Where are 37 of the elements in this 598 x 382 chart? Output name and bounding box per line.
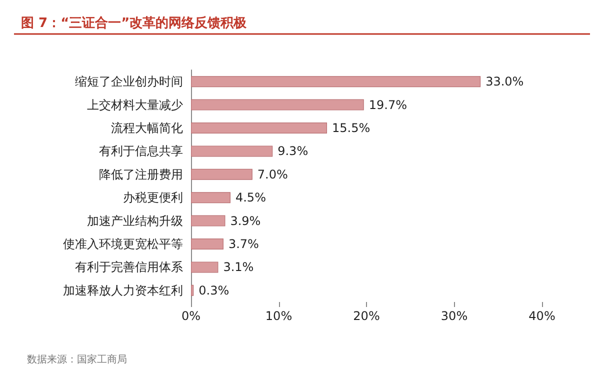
source-note: 数据来源：国家工商局 [27,354,127,366]
x-tick-label: 40% [528,309,556,323]
data-label: 0.3% [198,283,230,298]
y-tick-label: 办税更便利 [123,190,183,205]
y-tick-label: 缩短了企业创办时间 [75,74,183,89]
y-tick-label: 加速释放人力资本红利 [63,283,183,298]
y-tick-label: 上交材料大量减少 [87,98,183,112]
y-tick-label: 有利于完善信用体系 [75,260,183,274]
x-tick-label: 20% [353,309,380,323]
y-tick-label: 降低了注册费用 [99,167,183,182]
data-label: 33.0% [486,74,524,89]
y-tick-label: 有利于信息共享 [99,144,183,158]
data-label: 19.7% [368,98,407,112]
bar [191,99,364,110]
y-tick-label: 使准入环境更宽松平等 [63,237,183,251]
bar [191,284,194,296]
bar [191,215,226,226]
bar [191,238,224,250]
data-label: 3.9% [230,214,261,228]
bar [191,262,218,273]
x-tick-label: 30% [440,309,468,323]
data-label: 3.7% [228,237,259,251]
data-label: 15.5% [332,121,370,135]
data-label: 9.3% [278,144,308,158]
bar [191,76,481,88]
data-label: 3.1% [223,260,254,274]
bar [191,192,230,204]
bar [191,168,252,180]
y-tick-label: 加速产业结构升级 [87,214,183,228]
data-label: 7.0% [257,167,288,182]
x-tick-label: 10% [265,309,292,323]
chart-title: 图 7：“三证合一”改革的网络反馈积极 [21,15,248,31]
y-tick-label: 流程大幅简化 [111,121,183,135]
bar [191,122,328,134]
x-tick-label: 0% [181,309,201,323]
bar [191,146,273,157]
data-label: 4.5% [235,190,266,205]
